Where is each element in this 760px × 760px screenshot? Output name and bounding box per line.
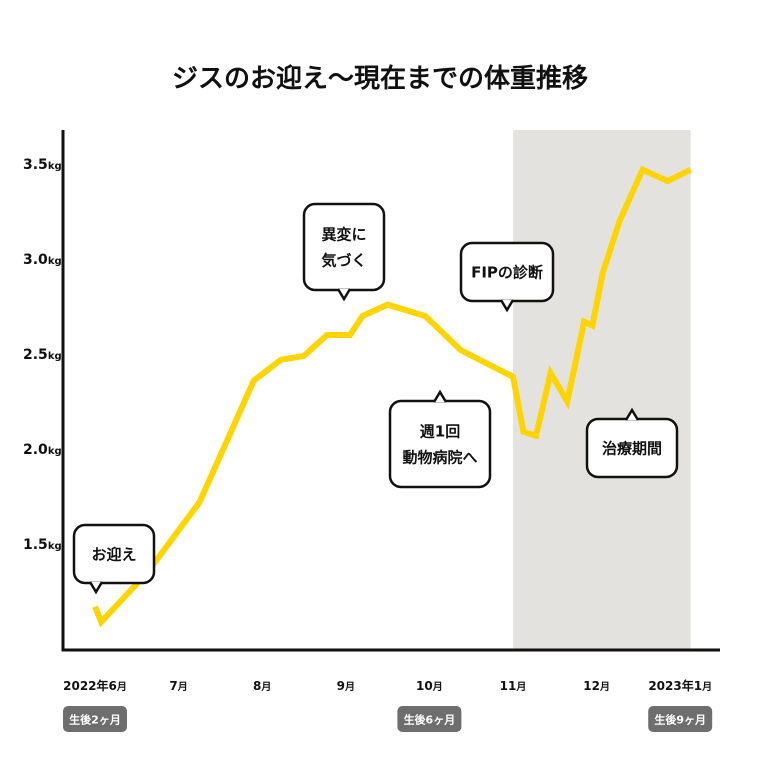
age-label-box bbox=[648, 706, 713, 732]
callout-text: お迎え bbox=[91, 546, 136, 564]
chart-title: ジスのお迎え〜現在までの体重推移 bbox=[172, 63, 588, 94]
callout-text: FIPの診断 bbox=[471, 264, 543, 282]
x-tick-label: 7月 bbox=[169, 679, 187, 693]
callout-text: 異変に bbox=[321, 226, 366, 244]
y-tick-label: 2.5kg bbox=[23, 347, 62, 363]
callout-text: 気づく bbox=[321, 252, 366, 270]
callout-text: 週1回 bbox=[420, 423, 460, 441]
annotation-callout: 治療期間 bbox=[585, 407, 679, 479]
callout-tail bbox=[499, 299, 515, 313]
callout-box bbox=[302, 202, 386, 292]
age-label-text: 生後9ヶ月 bbox=[654, 713, 706, 727]
x-tick-label: 9月 bbox=[337, 679, 355, 693]
annotation-callout: お迎え bbox=[72, 523, 156, 595]
treatment-period-shade bbox=[513, 130, 691, 650]
y-tick-label: 3.5kg bbox=[23, 157, 62, 173]
callout-tail bbox=[336, 288, 352, 302]
x-tick-label: 2022年6月 bbox=[63, 678, 127, 693]
age-label-text: 生後2ヶ月 bbox=[69, 713, 121, 727]
x-tick-label: 11月 bbox=[500, 679, 527, 693]
callout-text: 治療期間 bbox=[602, 440, 662, 458]
callout-box bbox=[388, 399, 492, 489]
age-label-box bbox=[397, 706, 462, 732]
x-tick-label: 10月 bbox=[416, 679, 443, 693]
callout-text: 動物病院へ bbox=[402, 449, 477, 467]
y-tick-label: 1.5kg bbox=[23, 537, 62, 553]
age-label-box bbox=[63, 706, 127, 732]
callout-tail bbox=[624, 407, 640, 421]
age-label: 生後6ヶ月 bbox=[397, 706, 462, 732]
callout-tail bbox=[88, 581, 104, 595]
annotation-callout: FIPの診断 bbox=[459, 241, 555, 313]
age-label-text: 生後6ヶ月 bbox=[404, 713, 456, 727]
y-tick-label: 2.0kg bbox=[23, 442, 62, 458]
callout-box bbox=[72, 523, 156, 585]
age-label: 生後9ヶ月 bbox=[648, 706, 713, 732]
x-tick-label: 8月 bbox=[253, 679, 271, 693]
x-tick-label: 12月 bbox=[583, 679, 610, 693]
x-tick-label: 2023年1月 bbox=[648, 678, 712, 693]
age-label: 生後2ヶ月 bbox=[63, 706, 127, 732]
callout-tail bbox=[432, 389, 448, 403]
y-tick-label: 3.0kg bbox=[23, 252, 62, 268]
